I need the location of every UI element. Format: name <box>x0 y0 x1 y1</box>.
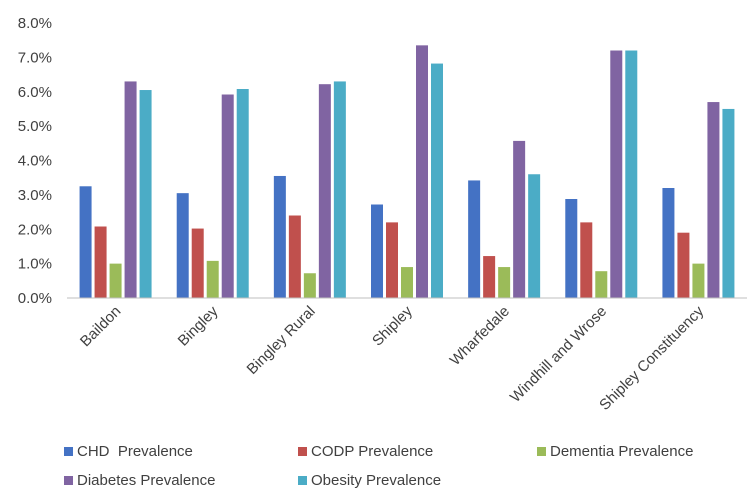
x-tick-label: Wharfedale <box>447 303 513 369</box>
legend-label: CODP Prevalence <box>311 443 433 460</box>
legend-label: CHD Prevalence <box>77 443 193 460</box>
legend-swatch <box>64 476 73 485</box>
bar <box>124 81 137 298</box>
bar <box>662 188 675 298</box>
y-tick-label: 1.0% <box>18 256 52 273</box>
bar <box>610 50 623 298</box>
bar <box>498 267 511 298</box>
bar <box>79 186 92 298</box>
legend-label: Diabetes Prevalence <box>77 472 215 489</box>
x-tick-label: Baildon <box>77 303 124 350</box>
bar <box>176 193 189 298</box>
x-tick-label: Shipley Constituency <box>596 302 707 413</box>
bar <box>371 204 383 298</box>
legend-item: Dementia Prevalence <box>537 443 693 460</box>
bar <box>401 267 413 298</box>
bar <box>221 94 234 298</box>
x-tick-label: Shipley <box>369 302 416 349</box>
y-tick-label: 5.0% <box>18 118 52 135</box>
bar <box>677 232 690 298</box>
legend-swatch <box>298 476 307 485</box>
bar <box>288 215 301 298</box>
bar <box>431 63 443 298</box>
bar <box>625 50 638 298</box>
y-tick-label: 0.0% <box>18 290 52 307</box>
bar <box>416 45 428 298</box>
y-tick-label: 3.0% <box>18 187 52 204</box>
x-tick-label: Windhill and Wrose <box>507 303 610 406</box>
legend-swatch <box>298 447 307 456</box>
x-axis-categories: Baildon Bingley Bingley Rural Shipley Wharfe… <box>77 302 708 413</box>
bar <box>595 271 608 298</box>
legend-swatch <box>537 447 546 456</box>
bar <box>139 90 152 298</box>
bar <box>273 175 286 298</box>
bar <box>580 222 593 298</box>
bar <box>692 263 705 298</box>
y-tick-label: 7.0% <box>18 49 52 66</box>
bar <box>483 256 496 298</box>
bar <box>722 108 735 298</box>
bar <box>236 89 249 298</box>
y-tick-label: 4.0% <box>18 153 52 170</box>
bar <box>565 199 578 298</box>
bar <box>206 260 219 298</box>
bar <box>707 102 720 298</box>
legend: CHD Prevalence CODP Prevalence Dementia Pr… <box>64 443 693 489</box>
y-axis-ticks: 0.0% 1.0% 2.0% 3.0% 4.0% 5.0% 6.0% 7.0% 8.0% <box>18 15 52 307</box>
bar <box>528 174 541 298</box>
legend-item: CODP Prevalence <box>298 443 433 460</box>
bar <box>318 84 331 298</box>
bar <box>513 140 526 298</box>
bar <box>468 180 481 298</box>
bar <box>303 273 316 298</box>
legend-item: Obesity Prevalence <box>298 472 441 489</box>
bar <box>386 222 398 298</box>
y-tick-label: 6.0% <box>18 84 52 101</box>
y-tick-label: 8.0% <box>18 15 52 32</box>
x-tick-label: Bingley Rural <box>244 303 319 378</box>
bar <box>94 226 107 298</box>
y-tick-label: 2.0% <box>18 221 52 238</box>
legend-swatch <box>64 447 73 456</box>
legend-label: Dementia Prevalence <box>550 443 693 460</box>
legend-label: Obesity Prevalence <box>311 472 441 489</box>
bar <box>191 228 204 298</box>
x-tick-label: Bingley <box>175 302 222 349</box>
bar <box>109 263 122 298</box>
bar <box>333 81 346 298</box>
legend-item: Diabetes Prevalence <box>64 472 215 489</box>
legend-item: CHD Prevalence <box>64 443 193 460</box>
bars <box>79 45 735 298</box>
